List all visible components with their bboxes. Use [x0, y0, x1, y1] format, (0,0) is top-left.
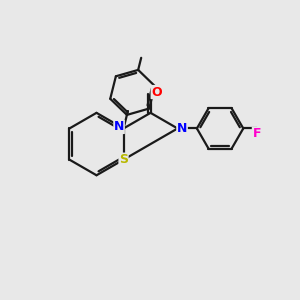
Text: O: O [151, 85, 162, 98]
Text: N: N [114, 121, 124, 134]
Text: F: F [252, 127, 261, 140]
Text: S: S [119, 153, 128, 166]
Text: N: N [177, 122, 187, 135]
